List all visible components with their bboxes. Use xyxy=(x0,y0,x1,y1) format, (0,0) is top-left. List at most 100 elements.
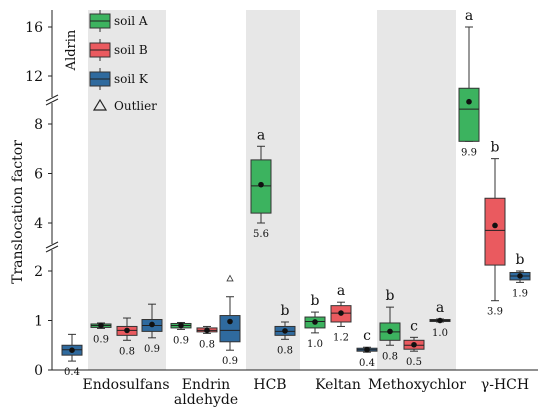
significance-letter: b xyxy=(311,293,320,309)
significance-letter: c xyxy=(410,318,418,334)
legend-item-soil-a: soil A xyxy=(89,10,148,32)
value-label: 5.6 xyxy=(253,229,269,240)
mean-marker xyxy=(227,318,233,325)
box-hcb-soil-a: 5.6 a xyxy=(250,127,272,240)
mean-marker xyxy=(387,328,393,335)
value-label: 0.9 xyxy=(93,334,109,345)
value-label: 0.4 xyxy=(359,358,375,369)
box-γ-hch-soil-b: 3.9 b xyxy=(484,140,506,318)
mean-marker xyxy=(411,341,417,348)
y-tick-label: 6 xyxy=(34,167,43,183)
significance-letter: a xyxy=(465,8,473,24)
shade-band-endosulfans xyxy=(88,10,166,370)
box-endosulfans-soil-k: 0.9 xyxy=(141,303,163,355)
mean-marker xyxy=(466,98,472,105)
significance-letter: a xyxy=(257,127,265,143)
y-tick-label: 4 xyxy=(34,216,43,232)
significance-letter: a xyxy=(436,300,444,316)
value-label: 9.9 xyxy=(461,147,477,158)
mean-marker xyxy=(364,346,370,353)
axis-break-mark xyxy=(45,94,59,102)
value-label: 1.0 xyxy=(307,339,323,350)
box-γ-hch-soil-a: 9.9 a xyxy=(458,8,480,158)
y-tick-label: 2 xyxy=(34,264,43,280)
box-keltan-soil-k: 0.4 c xyxy=(356,328,378,369)
legend-label: soil K xyxy=(114,72,149,86)
value-label: 1.2 xyxy=(333,332,349,343)
value-label: 0.4 xyxy=(64,367,80,378)
legend-outlier-label: Outlier xyxy=(114,99,157,113)
legend-item-soil-b: soil B xyxy=(89,39,148,61)
box-body xyxy=(458,87,480,142)
box-body xyxy=(219,315,241,343)
mean-marker xyxy=(69,347,75,354)
mean-marker xyxy=(149,321,155,328)
mean-marker xyxy=(258,181,264,188)
box-keltan-soil-b: 1.2 a xyxy=(330,283,352,343)
axis-break-mark xyxy=(45,245,59,253)
mean-marker xyxy=(437,317,443,324)
box-endrin-aldehyde-soil-b: 0.8 xyxy=(196,325,218,350)
box-methoxychlor-soil-b: 0.5 c xyxy=(403,318,425,368)
legend: soil A soil B soil K Outlier xyxy=(89,10,157,113)
legend-label: soil B xyxy=(114,43,148,57)
axis-break-mark xyxy=(45,241,59,249)
y-tick-label: 0 xyxy=(34,363,43,379)
mean-marker xyxy=(98,322,104,329)
box-endrin-aldehyde-soil-k: 0.9 xyxy=(219,274,241,367)
significance-letter: b xyxy=(491,140,500,156)
box-body xyxy=(484,197,506,266)
box-hcb-soil-k: 0.8 b xyxy=(274,303,296,356)
legend-outlier-icon xyxy=(92,98,108,111)
category-label: Endosulfans xyxy=(82,377,169,393)
value-label: 0.5 xyxy=(406,357,422,368)
value-label: 0.9 xyxy=(144,344,160,355)
shaded-bands xyxy=(88,10,456,370)
y-tick-label: 1 xyxy=(34,314,43,330)
value-label: 0.8 xyxy=(199,339,215,350)
box-endosulfans-soil-b: 0.8 xyxy=(116,317,138,357)
significance-letter: b xyxy=(281,303,290,319)
mean-marker xyxy=(204,327,210,334)
axis-break-gap xyxy=(46,244,58,250)
box-endrin-aldehyde-soil-a: 0.9 xyxy=(170,321,192,346)
value-label: 0.9 xyxy=(173,335,189,346)
mean-marker xyxy=(338,310,344,316)
legend-item-soil-k: soil K xyxy=(89,68,149,90)
mean-marker xyxy=(517,273,523,279)
category-label: Endrin xyxy=(182,377,230,393)
value-label: 0.9 xyxy=(222,356,238,367)
box-methoxychlor-soil-a: 0.8 b xyxy=(379,288,401,362)
axis-break-gap xyxy=(46,97,58,103)
mean-marker xyxy=(282,328,288,334)
box-γ-hch-soil-k: 1.9 b xyxy=(509,252,531,299)
mean-marker xyxy=(178,322,184,329)
value-label: 0.8 xyxy=(277,345,293,356)
category-label: Keltan xyxy=(315,377,361,393)
y-axis-title: Translocation factor xyxy=(10,140,26,284)
value-label: 0.8 xyxy=(119,346,135,357)
legend-label: soil A xyxy=(114,14,148,28)
significance-letter: b xyxy=(516,252,525,268)
mean-marker xyxy=(492,222,498,229)
mean-marker xyxy=(124,327,130,334)
plot-area: 0.4 0.9 0.8 0.9 0.9 0.8 0.9 5.6 a 0.8 b 1.0 b 1.2 a 0.4… xyxy=(61,8,531,378)
significance-letter: b xyxy=(386,288,395,304)
box-methoxychlor-soil-k: 1.0 a xyxy=(429,300,451,339)
mean-marker xyxy=(312,319,318,325)
category-label: aldehyde xyxy=(174,392,238,408)
value-label: 0.8 xyxy=(382,351,398,362)
outlier-marker xyxy=(226,274,234,282)
value-label: 1.0 xyxy=(432,328,448,339)
significance-letter: c xyxy=(363,328,371,344)
y-tick-label: 8 xyxy=(34,117,43,133)
category-label: Methoxychlor xyxy=(368,377,466,393)
axis-break-mark xyxy=(45,98,59,106)
box-keltan-soil-a: 1.0 b xyxy=(304,293,326,350)
value-label: 1.9 xyxy=(512,288,528,299)
category-label: HCB xyxy=(253,377,286,393)
value-label: 3.9 xyxy=(487,307,503,318)
